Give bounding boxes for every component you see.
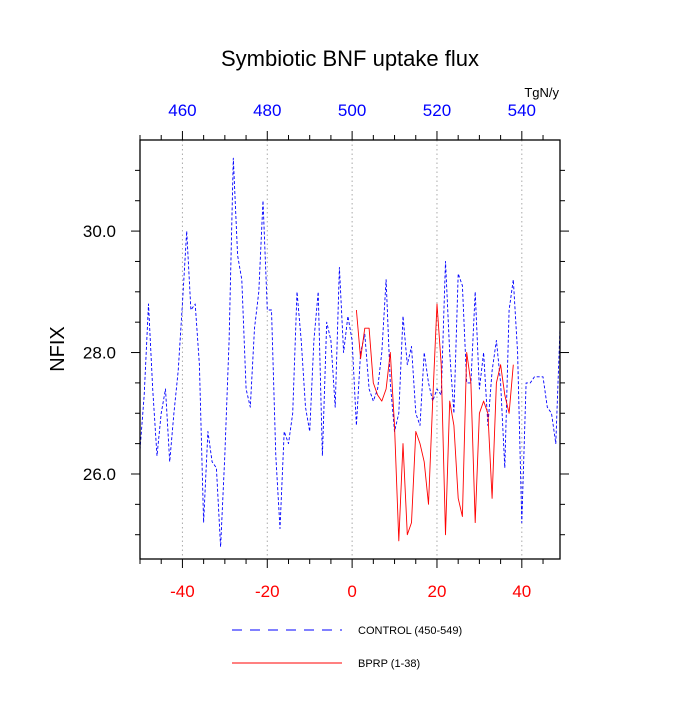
legend-label: BPRP (1-38): [358, 658, 420, 670]
x-tick-label-top: 520: [423, 101, 451, 120]
x-tick-label-bottom: 20: [428, 582, 447, 601]
plot-frame: [139, 139, 561, 560]
x-tick-label-bottom: -20: [255, 582, 280, 601]
legend: CONTROL (450-549) BPRP (1-38): [232, 625, 462, 670]
x-tick-label-top: 480: [253, 101, 281, 120]
y-tick-label: 30.0: [83, 222, 116, 241]
x-tick-label-bottom: 0: [347, 582, 356, 601]
units-label: TgN/y: [524, 85, 559, 100]
series-line-bprp: [355, 303, 514, 542]
x-tick-label-top: 500: [338, 101, 366, 120]
y-tick-label: 26.0: [83, 465, 116, 484]
x-tick-label-top: 460: [168, 101, 196, 120]
y-axis-label: NFIX: [47, 326, 69, 372]
series-layer: [139, 157, 561, 548]
x-tick-label-top: 540: [508, 101, 536, 120]
axes: -40 -20 0 20 40 460 480 500 520 540 26.0 28.0 30.0: [83, 101, 569, 601]
x-tick-label-bottom: 40: [512, 582, 531, 601]
x-tick-label-bottom: -40: [170, 582, 195, 601]
legend-label: CONTROL (450-549): [358, 625, 462, 637]
series-line-control: [139, 157, 561, 548]
y-tick-label: 28.0: [83, 344, 116, 363]
chart-title: Symbiotic BNF uptake flux: [221, 46, 479, 71]
